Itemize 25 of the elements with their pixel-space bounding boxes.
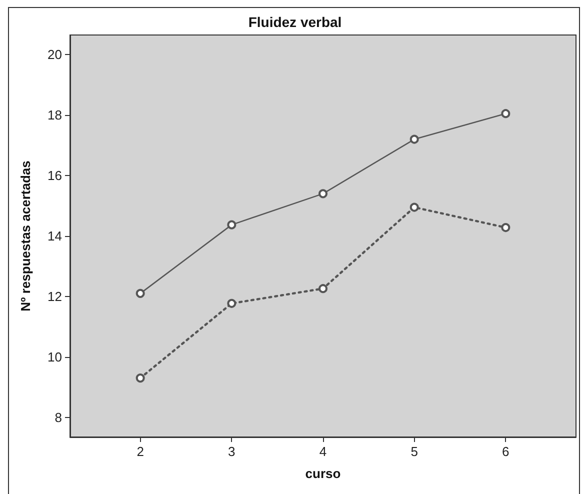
- y-tick-label: 8: [54, 410, 62, 425]
- point: [410, 134, 419, 144]
- y-axis-title: Nº respuestas acertadas: [18, 160, 33, 312]
- y-tick-label: 16: [48, 168, 62, 184]
- chart-title: Fluidez verbal: [248, 14, 342, 30]
- y-tick-label: 14: [48, 228, 62, 244]
- x-tick-label: 6: [502, 444, 510, 459]
- point: [318, 189, 328, 198]
- x-axis-title: curso: [305, 466, 341, 481]
- point: [410, 202, 419, 212]
- x-tick-label: 5: [410, 444, 418, 459]
- point: [501, 223, 510, 232]
- point: [136, 374, 145, 383]
- x-tick-label: 4: [319, 444, 327, 459]
- x-tick-label: 3: [228, 444, 236, 459]
- y-tick-label: 18: [48, 108, 62, 123]
- y-tick-label: 20: [48, 47, 62, 62]
- y-tick-label: 10: [48, 349, 62, 364]
- point: [501, 109, 510, 118]
- point: [227, 298, 236, 308]
- point: [227, 220, 236, 230]
- point: [318, 284, 328, 294]
- x-tick-label: 2: [136, 444, 144, 459]
- y-tick-label: 12: [48, 288, 62, 304]
- point: [136, 288, 145, 298]
